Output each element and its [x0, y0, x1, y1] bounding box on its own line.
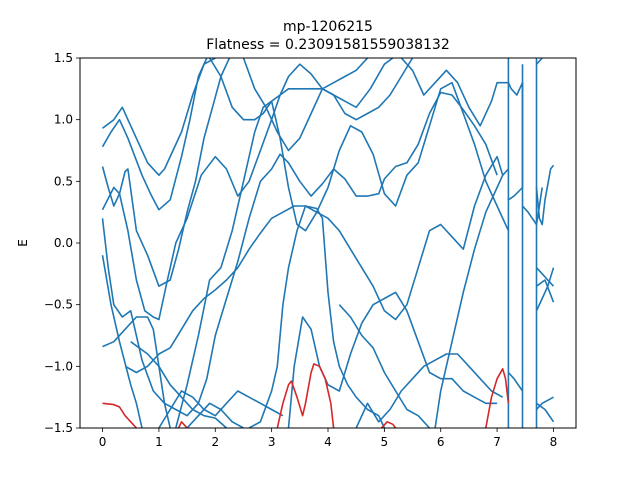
band-line-29: [535, 267, 555, 287]
band-line-12: [400, 58, 509, 127]
band-line-9: [175, 81, 510, 428]
band-line-22: [507, 64, 524, 201]
y-tick-label-3: 0.0: [54, 236, 73, 250]
band-line-26: [535, 58, 543, 65]
band-line-14: [248, 205, 386, 428]
x-tick-label-8: 8: [550, 435, 558, 449]
band-line-2: [101, 58, 231, 288]
band-line-5: [101, 255, 143, 428]
band-line-10: [242, 58, 414, 152]
x-tick-label-6: 6: [437, 435, 445, 449]
flat-band-line-35: [177, 420, 188, 428]
band-line-6: [102, 316, 171, 428]
x-axis-ticks: 0 1 2 3 4 5 6 7 8: [99, 428, 558, 449]
y-tick-label-0: −1.5: [44, 421, 73, 435]
band-lines: [101, 58, 555, 428]
band-line-19: [186, 402, 244, 428]
y-axis-label: E: [16, 239, 30, 247]
band-line-1: [101, 58, 208, 211]
band-line-23: [507, 371, 524, 392]
band-line-0: [102, 58, 216, 176]
x-tick-label-4: 4: [324, 435, 332, 449]
band-line-17: [355, 353, 504, 428]
chart-subtitle: Flatness = 0.23091581559038132: [206, 37, 450, 53]
band-line-30: [535, 267, 555, 312]
chart-title: mp-1206215: [283, 19, 373, 35]
band-line-28: [535, 187, 543, 225]
band-line-13: [434, 174, 504, 428]
band-line-24: [521, 205, 538, 225]
y-axis-ticks: −1.5 −1.0 −0.5 0.0 0.5 1.0 1.5: [44, 51, 80, 435]
y-tick-label-1: −1.0: [44, 359, 73, 373]
x-tick-label-3: 3: [268, 435, 276, 449]
x-tick-label-7: 7: [493, 435, 501, 449]
band-line-16: [338, 304, 431, 428]
band-line-15: [287, 291, 498, 428]
band-line-3: [101, 58, 394, 321]
x-tick-label-5: 5: [381, 435, 389, 449]
band-line-21: [507, 81, 524, 428]
band-line-7: [130, 341, 228, 428]
y-tick-label-5: 1.0: [54, 113, 73, 127]
x-tick-label-2: 2: [211, 435, 219, 449]
band-line-11: [208, 58, 369, 121]
flat-band-line-38: [485, 367, 510, 428]
band-line-32: [535, 396, 554, 411]
y-tick-label-6: 1.5: [54, 51, 73, 65]
flat-band-line-37: [380, 420, 397, 428]
x-tick-label-0: 0: [99, 435, 107, 449]
band-line-33: [536, 402, 555, 423]
band-line-4: [101, 91, 498, 417]
y-tick-label-4: 0.5: [54, 174, 73, 188]
flat-band-line-36: [276, 363, 335, 428]
flat-band-line-34: [102, 402, 137, 428]
x-tick-label-1: 1: [155, 435, 163, 449]
y-tick-label-2: −0.5: [44, 298, 73, 312]
band-line-31: [536, 279, 555, 303]
band-line-8: [124, 155, 509, 374]
